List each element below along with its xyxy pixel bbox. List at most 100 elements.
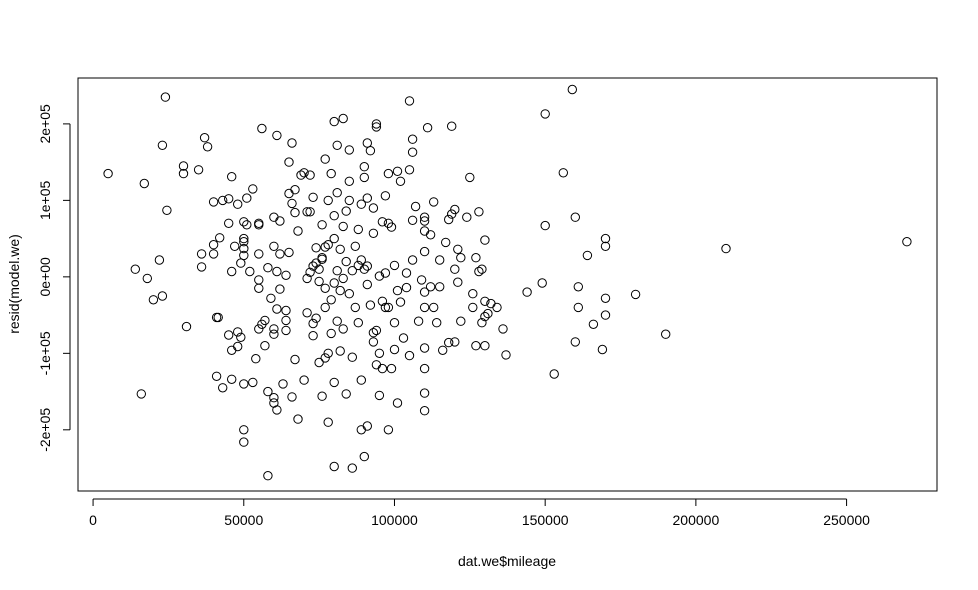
data-point (269, 393, 279, 403)
data-point (344, 195, 354, 206)
data-point (401, 268, 412, 278)
data-point (600, 293, 611, 303)
data-point (341, 206, 351, 216)
data-point (344, 145, 354, 155)
data-point (287, 198, 297, 209)
data-point (419, 287, 430, 297)
data-point (299, 168, 309, 178)
data-point (275, 216, 285, 226)
y-tick-label: -1e+05 (37, 331, 53, 375)
data-point (227, 266, 237, 277)
data-point (329, 377, 339, 388)
data-point (338, 221, 348, 232)
data-point (239, 217, 249, 227)
data-point (320, 302, 330, 313)
data-point (317, 220, 327, 230)
data-point (245, 266, 255, 277)
data-point (242, 220, 252, 230)
data-point (416, 275, 427, 285)
data-point (154, 255, 165, 265)
data-point (462, 212, 472, 222)
data-point (395, 176, 406, 187)
data-point (254, 324, 264, 334)
data-point (338, 273, 348, 284)
data-point (320, 283, 330, 293)
data-point (178, 161, 189, 171)
data-point (157, 291, 168, 301)
data-point (302, 308, 312, 318)
data-point (377, 217, 388, 227)
data-point (383, 425, 394, 435)
data-point (362, 279, 372, 290)
data-point (199, 133, 210, 143)
data-point (284, 247, 294, 258)
data-point (326, 295, 336, 305)
data-point (450, 337, 460, 347)
data-points (103, 84, 912, 481)
data-point (365, 146, 376, 156)
data-point (383, 302, 394, 313)
data-point (305, 170, 315, 180)
data-point (263, 263, 273, 273)
data-point (395, 297, 406, 307)
data-point (248, 377, 258, 388)
data-point (407, 134, 418, 144)
data-point (444, 337, 454, 348)
data-point (432, 318, 442, 328)
data-point (275, 249, 285, 259)
data-point (386, 222, 397, 232)
data-point (356, 375, 366, 385)
data-point (392, 285, 403, 296)
data-point (522, 287, 532, 297)
data-point (377, 363, 388, 374)
data-point (374, 348, 385, 358)
data-point (227, 172, 237, 182)
data-point (419, 226, 430, 236)
data-point (359, 162, 369, 172)
data-point (419, 302, 430, 313)
data-point (326, 328, 336, 339)
data-point (338, 113, 348, 124)
data-point (474, 207, 484, 217)
data-point (498, 324, 508, 334)
data-point (278, 379, 288, 389)
data-point (389, 318, 400, 328)
data-point (368, 228, 379, 239)
data-point (293, 414, 303, 424)
data-point (320, 353, 330, 363)
data-point (320, 154, 330, 164)
data-point (404, 96, 415, 106)
data-point (540, 220, 550, 231)
data-point (368, 337, 379, 347)
data-point (425, 282, 436, 292)
data-point (404, 165, 415, 175)
data-point (362, 193, 372, 203)
data-point (447, 121, 457, 131)
data-point (242, 193, 252, 203)
data-point (501, 350, 511, 360)
data-point (362, 138, 372, 148)
data-point (302, 273, 312, 284)
data-point (630, 289, 641, 300)
data-point (248, 184, 258, 194)
data-point (338, 324, 348, 334)
data-point (263, 386, 273, 397)
data-point (323, 348, 333, 358)
data-point (371, 122, 382, 132)
data-point (344, 176, 354, 187)
data-point (251, 354, 261, 364)
data-point (281, 315, 291, 326)
data-point (272, 304, 282, 314)
data-point (326, 168, 336, 179)
data-point (429, 197, 439, 207)
data-point (281, 270, 291, 280)
data-point (380, 302, 391, 313)
data-point (332, 266, 342, 276)
data-point (257, 123, 267, 134)
data-point (425, 230, 436, 240)
data-point (236, 332, 246, 342)
data-point (407, 147, 418, 157)
data-point (266, 293, 276, 303)
data-point (239, 243, 249, 254)
